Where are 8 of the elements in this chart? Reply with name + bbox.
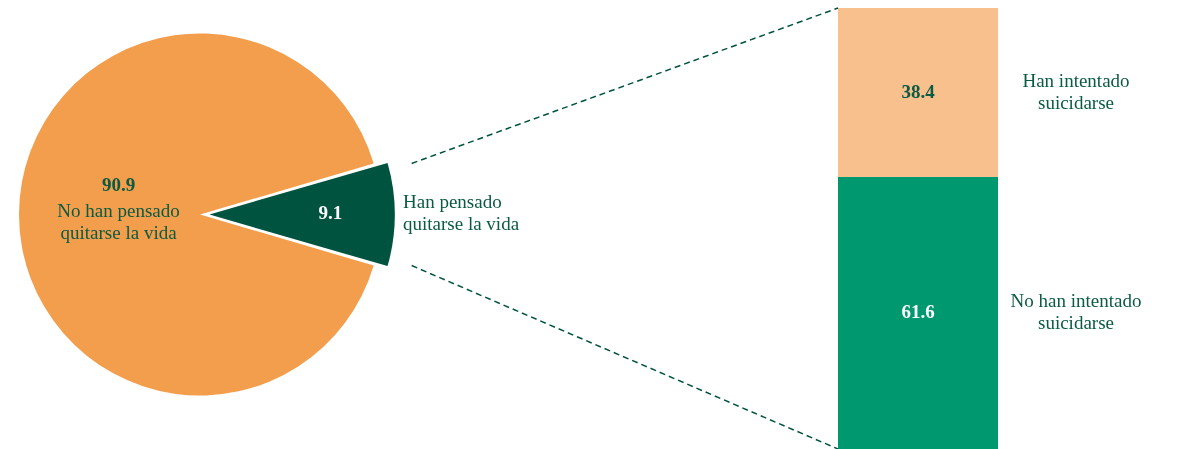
data-label: 38.4 — [901, 80, 936, 102]
series-label: Han intentado suicidarse — [1022, 69, 1130, 113]
data-label: 61.6 — [901, 301, 935, 323]
data-label: 9.1 — [318, 202, 343, 224]
series-label: No han intentado suicidarse — [1010, 290, 1142, 334]
slice-label: No han pensado quitarse la vida — [57, 200, 180, 244]
data-label: 90.9 — [101, 174, 136, 196]
slice-label: Han pensado quitarse la vida — [403, 191, 520, 235]
